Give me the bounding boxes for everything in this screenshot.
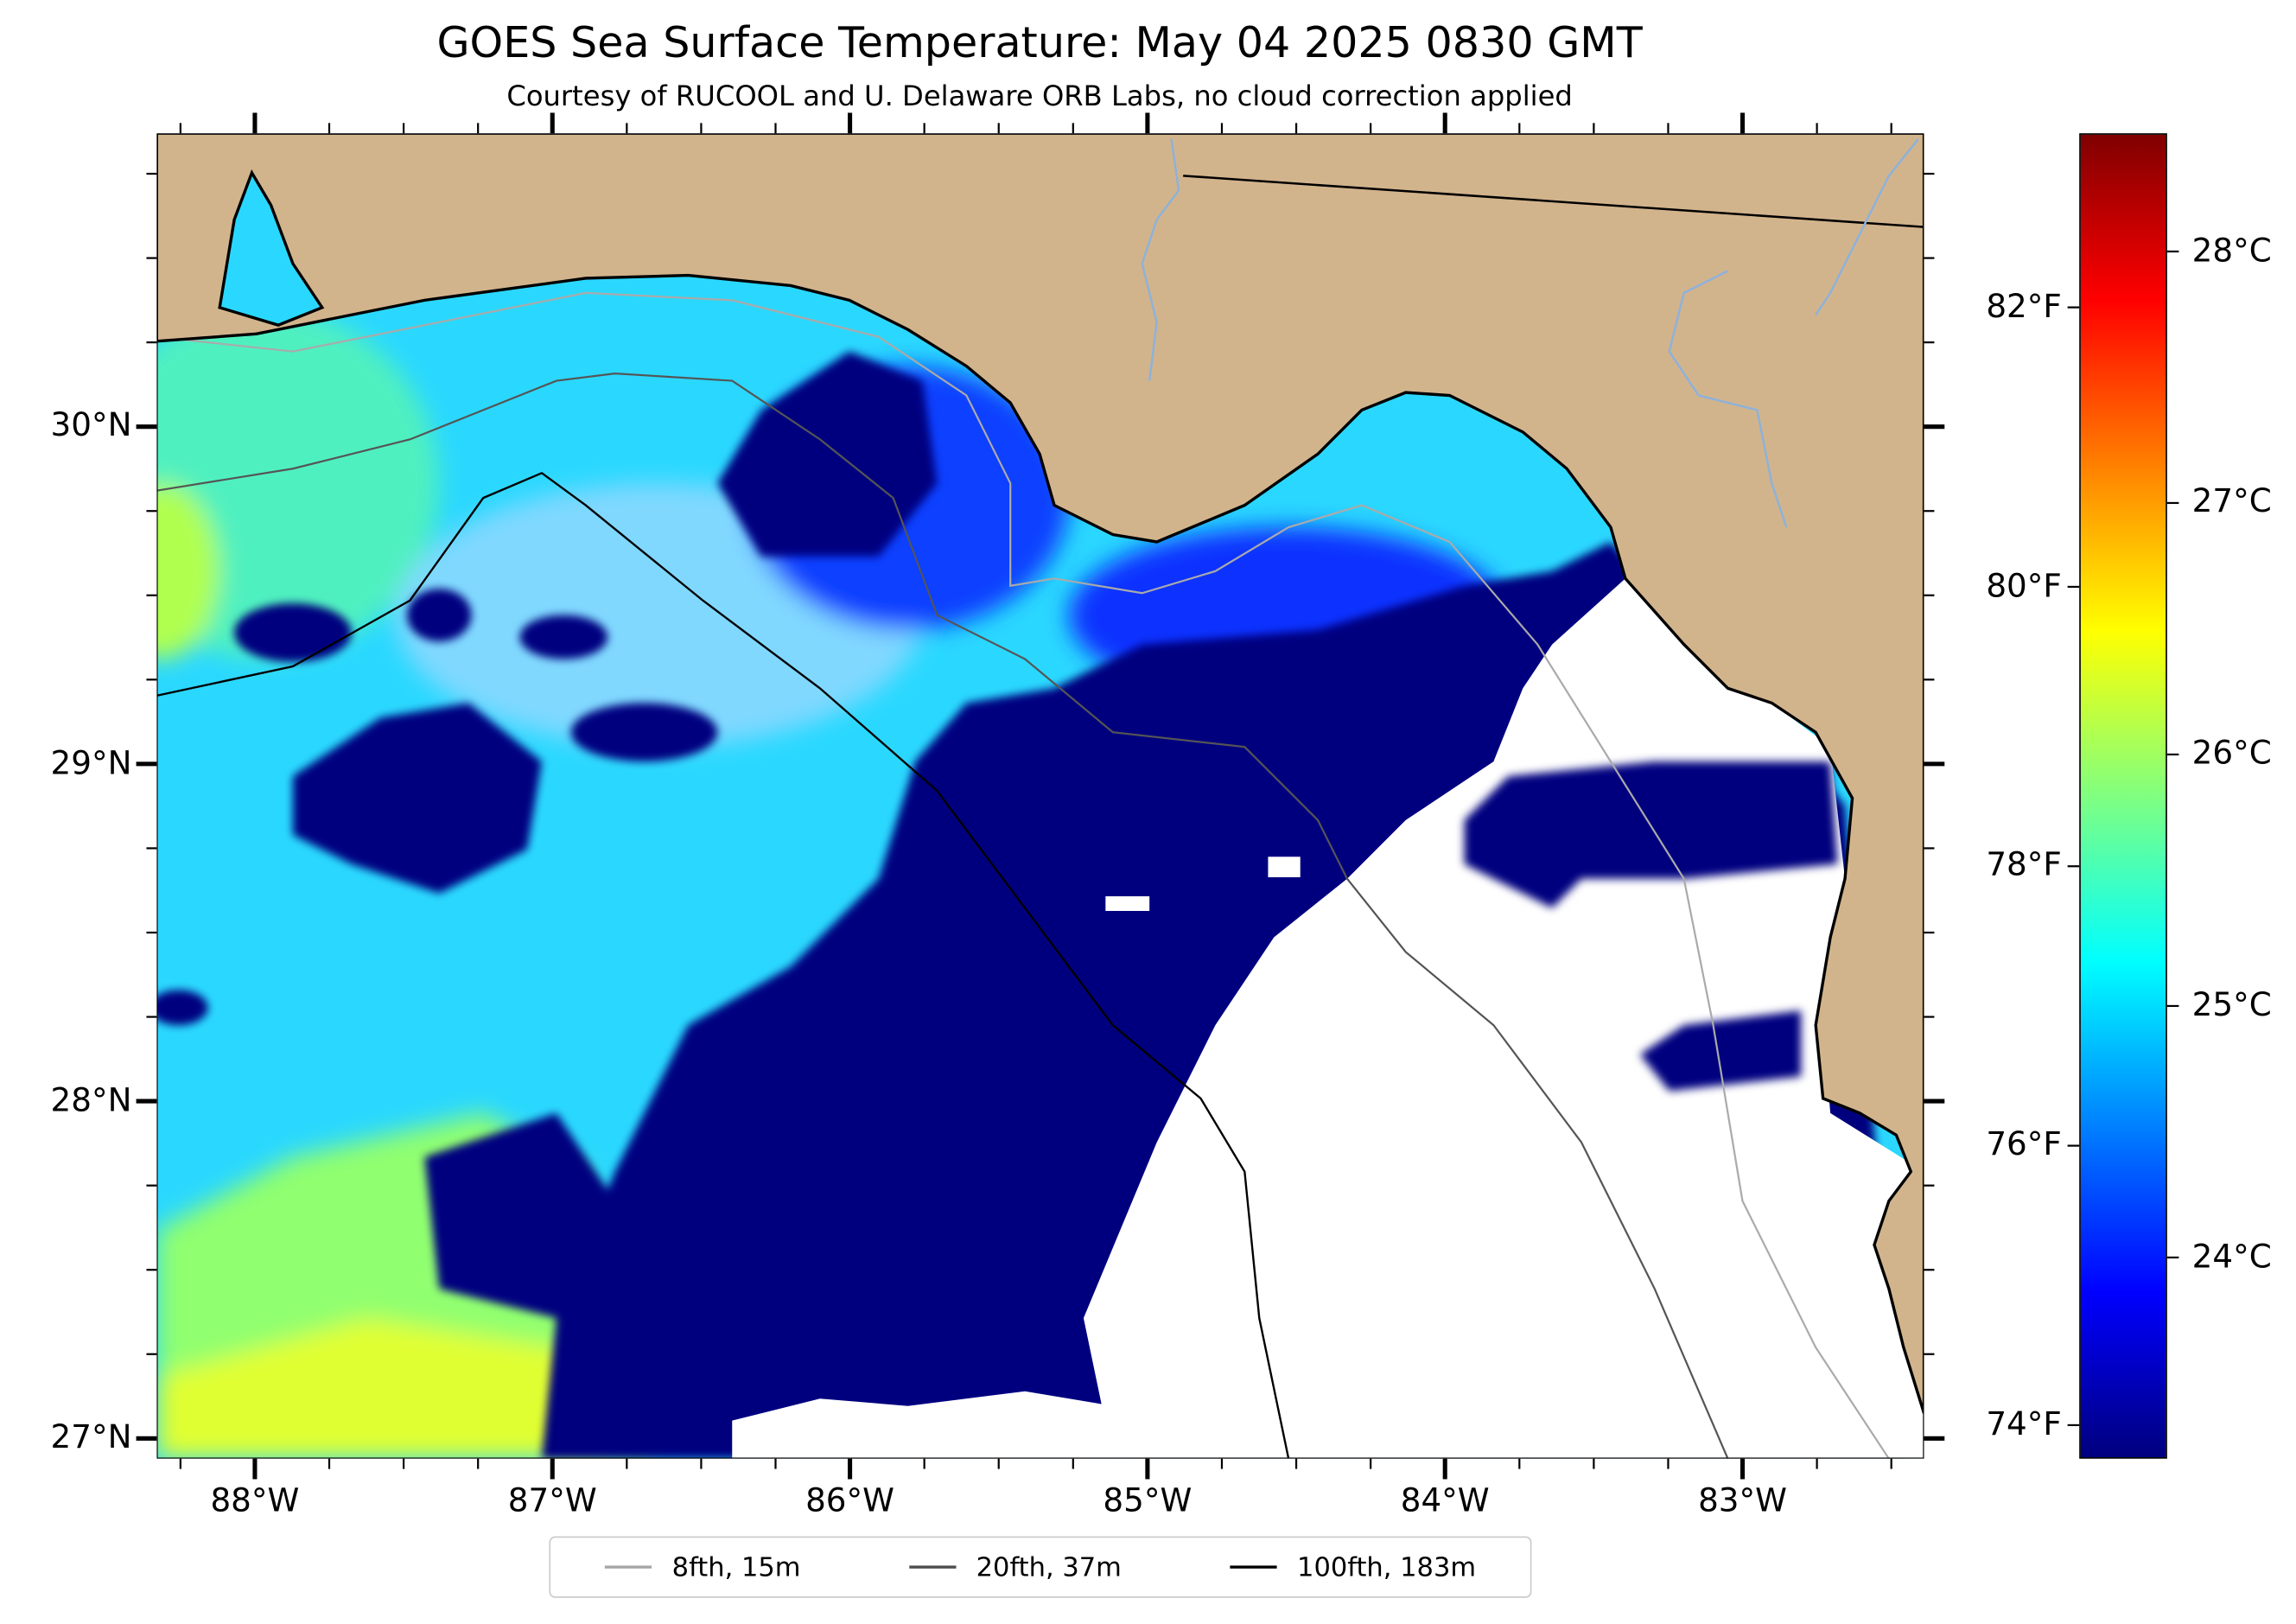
legend-label: 100fth, 183m <box>1297 1551 1477 1583</box>
sst-warm-west-edge <box>156 483 220 659</box>
x-tick-label: 83°W <box>1698 1483 1788 1520</box>
sst-yellow-southwest <box>156 1318 659 1459</box>
chart-title: GOES Sea Surface Temperature: May 04 202… <box>436 17 1643 67</box>
y-tick-label: 28°N <box>50 1082 132 1120</box>
colorbar-c-label: 24°C <box>2191 1239 2272 1277</box>
sst-cold-under-cloud <box>1639 1010 1802 1092</box>
isobath-100fth <box>156 471 1290 1459</box>
isobath-8fth <box>156 291 1890 1459</box>
x-tick-label: 86°W <box>805 1483 895 1520</box>
x-tick-label: 85°W <box>1103 1483 1193 1520</box>
legend-item-20fth: 20fth, 37m <box>908 1551 1122 1583</box>
isobath-20fth <box>156 372 1729 1459</box>
colorbar-c-label: 25°C <box>2191 987 2272 1025</box>
sst-warm-west <box>156 307 440 659</box>
state-border <box>1183 175 1924 228</box>
sst-cold-blob <box>156 990 208 1026</box>
colorbar-c-label: 27°C <box>2191 484 2272 522</box>
sst-cold-blob <box>424 1112 615 1319</box>
colorbar-f-label: 82°F <box>1986 289 2062 326</box>
colorbar-f-label: 76°F <box>1986 1127 2062 1164</box>
colorbar-f-label: 78°F <box>1986 848 2062 885</box>
y-tick-label: 27°N <box>50 1420 132 1457</box>
legend-item-8fth: 8fth, 15m <box>604 1551 801 1583</box>
land <box>156 133 1924 1414</box>
legend-swatch <box>908 1565 956 1569</box>
river <box>1815 138 1919 316</box>
colorbar-f-label: 80°F <box>1986 568 2062 606</box>
legend-label: 8fth, 15m <box>671 1551 801 1583</box>
river <box>1668 270 1788 528</box>
legend-swatch <box>604 1565 652 1569</box>
chart-subtitle: Courtesy of RUCOOL and U. Delaware ORB L… <box>506 80 1573 113</box>
legend-item-100fth: 100fth, 183m <box>1230 1551 1476 1583</box>
sst-cold-under-cloud <box>1464 761 1838 908</box>
y-tick-label: 30°N <box>50 408 132 445</box>
colorbar-f-label: 74°F <box>1986 1406 2062 1444</box>
sst-cold-blob <box>519 615 608 659</box>
mobile-bay <box>218 169 325 327</box>
sst-map <box>156 133 1924 1459</box>
legend: 8fth, 15m 20fth, 37m 100fth, 183m <box>549 1536 1532 1598</box>
sst-cold-blob <box>570 703 718 762</box>
colorbar <box>2079 133 2167 1459</box>
sst-cold-blob <box>234 603 352 662</box>
y-tick-label: 29°N <box>50 745 132 783</box>
river <box>1141 138 1180 381</box>
x-tick-label: 84°W <box>1400 1483 1490 1520</box>
colorbar-c-label: 26°C <box>2191 736 2272 774</box>
x-tick-label: 87°W <box>507 1483 597 1520</box>
legend-swatch <box>1230 1565 1277 1569</box>
sst-cold-blob <box>407 589 472 642</box>
colorbar-c-label: 28°C <box>2191 232 2272 271</box>
sst-cold-north <box>717 351 938 557</box>
sst-cold-blob <box>292 703 542 894</box>
legend-label: 20fth, 37m <box>976 1551 1122 1583</box>
x-tick-label: 88°W <box>210 1483 300 1520</box>
